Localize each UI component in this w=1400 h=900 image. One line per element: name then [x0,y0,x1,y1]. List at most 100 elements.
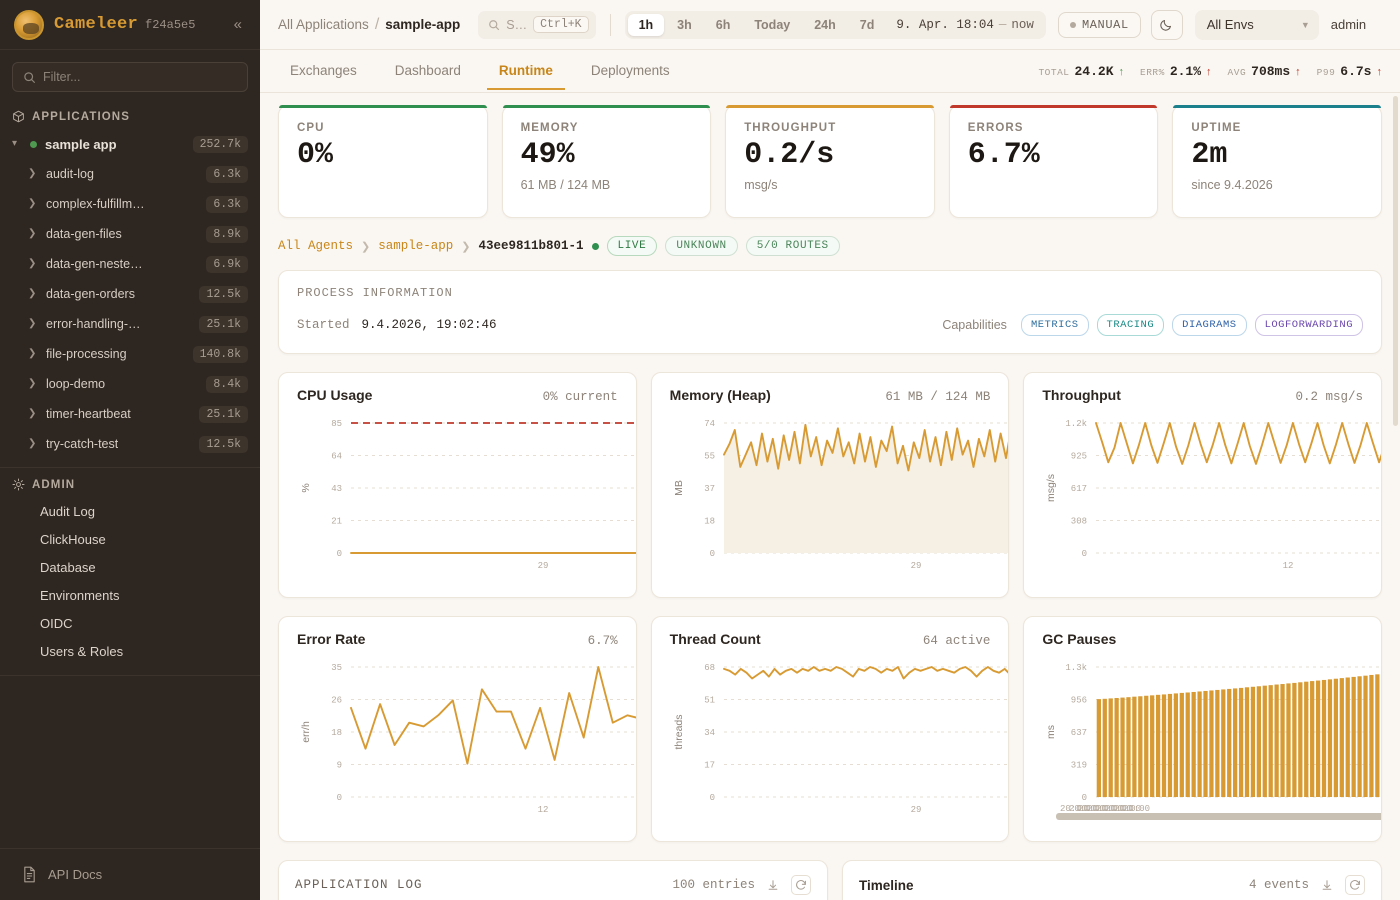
sidebar-item-route[interactable]: ❯ timer-heartbeat 25.1k [0,399,260,429]
chevron-right-icon: ❯ [28,378,37,389]
svg-text:55: 55 [704,452,715,462]
sidebar-item-admin[interactable]: Database [40,559,96,575]
chevrons-left-icon[interactable]: « [233,16,242,33]
svg-text:74: 74 [704,419,715,429]
sidebar-item-route[interactable]: ❯ complex-fulfillm… 6.3k [0,189,260,219]
top-stat-label: AVG [1227,66,1247,78]
sidebar-item-route[interactable]: ❯ audit-log 6.3k [0,159,260,189]
chart-plot: 0 21 43 64 85% 29 [279,409,636,597]
download-icon[interactable] [1317,875,1337,895]
svg-text:925: 925 [1071,452,1087,462]
svg-text:0: 0 [337,549,342,559]
svg-text:0: 0 [1082,793,1087,803]
svg-text:0: 0 [337,793,342,803]
top-stat-value: 2.1% [1169,63,1202,79]
env-select[interactable]: All Envs ▼ [1194,9,1319,40]
svg-text:68: 68 [704,663,715,673]
capability-badge: METRICS [1020,314,1089,336]
sidebar-nav: APPLICATIONS ▾ sample app 252.7k ❯ audit-… [0,100,260,848]
main-area: All Applications / sample-app S… Ctrl+K … [260,0,1400,900]
sidebar-item-api-docs[interactable]: API Docs [0,848,260,900]
route-label: loop-demo [46,377,106,391]
content-scrollbar[interactable] [1393,96,1398,426]
agent-breadcrumb-app[interactable]: sample-app [378,239,454,253]
tab-dashboard[interactable]: Dashboard [394,62,461,78]
absolute-range[interactable]: 9. Apr. 18:04 — now [887,14,1043,36]
trend-arrow-icon: ↑ [1295,65,1301,78]
svg-text:threads: threads [673,714,685,749]
theme-toggle-button[interactable] [1150,9,1183,40]
topbar: All Applications / sample-app S… Ctrl+K … [260,0,1400,50]
filter-input[interactable] [43,70,237,84]
sidebar-item-route[interactable]: ❯ file-processing 140.8k [0,339,260,369]
top-stat-value: 24.2K [1074,63,1114,79]
svg-text:12: 12 [1283,561,1294,571]
sidebar-item-route[interactable]: ❯ error-handling-… 25.1k [0,309,260,339]
trend-arrow-icon: ↑ [1206,65,1212,78]
cameleer-logo-icon [14,9,44,40]
svg-text:29: 29 [910,805,921,815]
chevron-right-icon: ❯ [361,240,371,253]
tab-runtime[interactable]: Runtime [486,52,565,91]
range-to: now [1011,17,1034,32]
process-information-title: PROCESS INFORMATION [297,286,453,300]
top-stat-value: 708ms [1251,63,1291,79]
route-label: data-gen-files [46,227,122,241]
kpi-value: 2m [1191,138,1228,172]
route-count-badge: 140.8k [192,345,248,363]
range-button-6h[interactable]: 6h [705,14,742,36]
sidebar-item-admin[interactable]: Users & Roles [40,643,124,659]
tab-exchanges[interactable]: Exchanges [290,62,357,78]
tab-deployments[interactable]: Deployments [590,62,670,78]
kpi-value: 0.2/s [744,138,835,172]
top-stat: TOTAL 24.2K ↑ [1038,64,1124,79]
admin-section-header: ADMIN [0,468,260,497]
download-icon[interactable] [763,875,783,895]
sidebar-item-route[interactable]: ❯ try-catch-test 12.5k [0,429,260,459]
chevron-right-icon: ❯ [28,288,37,299]
top-stat: AVG 708ms ↑ [1228,64,1301,79]
range-buttons: 1h 3h 6h Today 24h 7d [627,13,886,36]
range-button-24h[interactable]: 24h [803,14,847,36]
capability-badge: LOGFORWARDING [1254,314,1363,336]
range-button-today[interactable]: Today [743,14,801,36]
sidebar-item-admin[interactable]: Audit Log [40,503,95,519]
svg-text:%: % [300,483,312,492]
route-label: data-gen-neste… [46,257,143,271]
refresh-icon[interactable] [791,875,811,895]
kpi-subtext: since 9.4.2026 [1191,177,1273,192]
started-label: Started [297,318,350,332]
agent-breadcrumb-all-agents[interactable]: All Agents [278,239,354,253]
sidebar-item-admin[interactable]: ClickHouse [40,531,106,547]
user-menu[interactable]: admin [1330,17,1367,32]
kpi-label: CPU [297,122,325,134]
sidebar-item-route[interactable]: ❯ data-gen-neste… 6.9k [0,249,260,279]
range-button-7d[interactable]: 7d [849,14,886,36]
chart-title: CPU Usage [297,387,373,403]
brand-header: Cameleer f24a5e5 « [0,0,260,50]
sidebar-item-route[interactable]: ❯ data-gen-files 8.9k [0,219,260,249]
sidebar-item-sample-app[interactable]: ▾ sample app 252.7k [0,129,260,159]
tabs-bar: Exchanges Dashboard Runtime Deployments TOT… [260,50,1400,93]
global-search[interactable]: S… Ctrl+K [478,10,596,39]
filter-box[interactable] [12,62,248,92]
sidebar-item-route[interactable]: ❯ data-gen-orders 12.5k [0,279,260,309]
bottom-panels: APPLICATION LOG 100 entries [278,860,1382,900]
chart-plot: 0 319 637 956 1.3k ms 20:00 20:00 20:00 20:00 20:0… [1024,653,1382,841]
svg-text:29: 29 [538,561,549,571]
breadcrumb-separator: / [374,15,380,33]
refresh-mode-button[interactable]: MANUAL [1057,11,1141,38]
sidebar-item-admin[interactable]: OIDC [40,615,73,631]
kpi-card-memory: MEMORY 49% 61 MB / 124 MB [501,105,712,218]
top-stat-label: TOTAL [1038,66,1070,78]
sidebar-item-route[interactable]: ❯ loop-demo 8.4k [0,369,260,399]
capabilities-label: Capabilities [942,318,1007,332]
sidebar-item-admin[interactable]: Environments [40,587,120,603]
refresh-icon[interactable] [1345,875,1365,895]
range-button-1h[interactable]: 1h [627,13,665,36]
route-count-badge: 8.4k [206,375,248,393]
range-button-3h[interactable]: 3h [666,14,703,36]
breadcrumb-all-applications[interactable]: All Applications [278,17,369,32]
svg-text:26: 26 [331,696,342,706]
